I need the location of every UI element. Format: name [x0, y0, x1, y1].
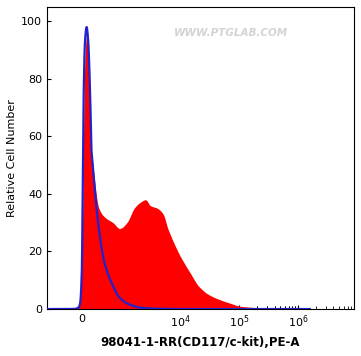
Text: WWW.PTGLAB.COM: WWW.PTGLAB.COM: [174, 28, 288, 38]
X-axis label: 98041-1-RR(CD117/c-kit),PE-A: 98041-1-RR(CD117/c-kit),PE-A: [101, 336, 300, 349]
Y-axis label: Relative Cell Number: Relative Cell Number: [7, 99, 17, 217]
